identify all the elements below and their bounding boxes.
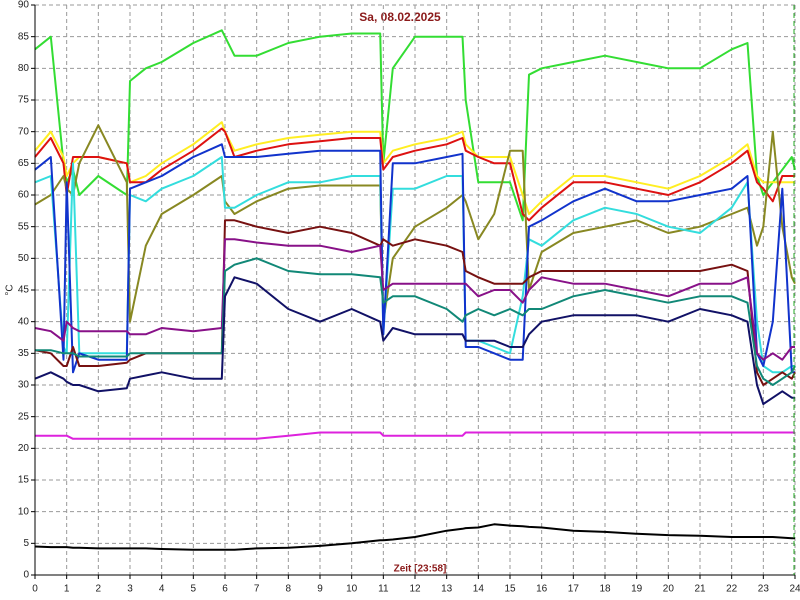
series-line bbox=[35, 431, 795, 440]
series-line bbox=[34, 276, 795, 405]
x-axis-label: Zeit [23:58] bbox=[394, 564, 447, 575]
y-tick-label: 30 bbox=[18, 380, 30, 391]
x-tick-label: 20 bbox=[663, 584, 675, 595]
y-tick-label: 80 bbox=[18, 63, 30, 74]
x-tick-label: 4 bbox=[159, 584, 165, 595]
series-line bbox=[34, 127, 795, 222]
chart-title: Sa, 08.02.2025 bbox=[359, 10, 441, 24]
x-tick-label: 21 bbox=[694, 584, 706, 595]
series-line bbox=[34, 219, 796, 386]
x-tick-label: 23 bbox=[758, 584, 770, 595]
x-tick-label: 8 bbox=[286, 584, 292, 595]
y-tick-label: 55 bbox=[18, 221, 30, 232]
series-line bbox=[35, 257, 796, 386]
y-tick-label: 25 bbox=[18, 411, 30, 422]
y-tick-label: 45 bbox=[18, 285, 30, 296]
y-axis-label: °C bbox=[5, 284, 16, 295]
x-tick-label: 24 bbox=[789, 584, 800, 595]
y-tick-label: 20 bbox=[18, 443, 30, 454]
series-line bbox=[34, 523, 795, 551]
y-tick-label: 5 bbox=[23, 538, 29, 549]
x-tick-label: 13 bbox=[441, 584, 453, 595]
x-tick-label: 3 bbox=[127, 584, 133, 595]
x-tick-label: 19 bbox=[631, 584, 643, 595]
y-tick-label: 40 bbox=[18, 316, 30, 327]
x-tick-label: 17 bbox=[568, 584, 580, 595]
lines bbox=[34, 29, 796, 551]
x-tick-label: 12 bbox=[409, 584, 421, 595]
y-tick-label: 35 bbox=[18, 348, 30, 359]
x-tick-label: 9 bbox=[317, 584, 323, 595]
series-line bbox=[34, 143, 795, 374]
x-tick-label: 15 bbox=[504, 584, 516, 595]
x-tick-label: 14 bbox=[473, 584, 485, 595]
y-tick-label: 75 bbox=[18, 95, 30, 106]
x-tick-label: 5 bbox=[191, 584, 197, 595]
x-tick-label: 6 bbox=[222, 584, 228, 595]
series-line bbox=[34, 124, 796, 323]
x-tick-label: 16 bbox=[536, 584, 548, 595]
x-tick-label: 11 bbox=[378, 584, 389, 595]
x-tick-label: 22 bbox=[726, 584, 738, 595]
y-tick-label: 90 bbox=[18, 0, 30, 11]
x-tick-label: 2 bbox=[96, 584, 102, 595]
series-line bbox=[34, 238, 795, 361]
x-tick-label: 10 bbox=[346, 584, 358, 595]
x-tick-label: 7 bbox=[254, 584, 260, 595]
y-tick-label: 0 bbox=[23, 570, 29, 581]
series-line bbox=[34, 29, 796, 222]
y-tick-label: 60 bbox=[18, 190, 30, 201]
x-tick-label: 18 bbox=[599, 584, 611, 595]
grid bbox=[34, 4, 796, 576]
x-tick-label: 0 bbox=[32, 584, 38, 595]
y-tick-label: 65 bbox=[18, 158, 30, 169]
y-tick-label: 50 bbox=[18, 253, 30, 264]
x-tick-label: 1 bbox=[64, 584, 70, 595]
y-tick-label: 85 bbox=[18, 31, 30, 42]
y-tick-label: 15 bbox=[18, 475, 30, 486]
y-tick-label: 70 bbox=[18, 126, 30, 137]
y-tick-label: 10 bbox=[18, 506, 30, 517]
